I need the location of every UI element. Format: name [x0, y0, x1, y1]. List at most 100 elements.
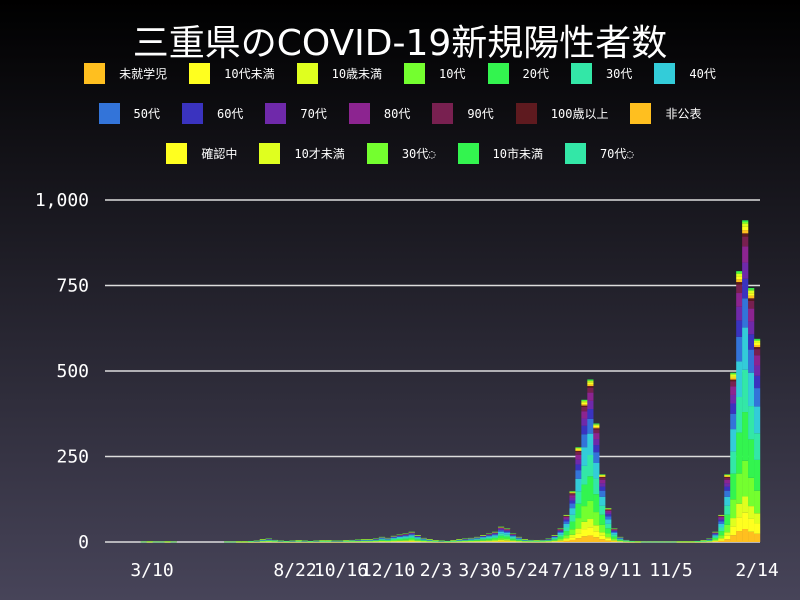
bar-segment — [569, 497, 576, 501]
bar-segment — [402, 537, 409, 539]
bar-segment — [730, 429, 737, 452]
legend-item: 10代 — [404, 63, 466, 84]
bar-segment — [748, 295, 755, 299]
bar-segment — [563, 540, 570, 542]
legend-label: 10代未満 — [224, 67, 275, 81]
bar-segment — [563, 531, 570, 536]
bar-segment — [593, 427, 600, 429]
bar-segment — [599, 483, 606, 487]
bar-segment — [587, 500, 594, 520]
bar-segment — [724, 479, 731, 484]
bar-segment — [503, 540, 511, 541]
bar-segment — [569, 492, 576, 494]
bar-segment — [492, 539, 499, 541]
bar-segment — [605, 519, 612, 524]
bar-segment — [724, 532, 731, 536]
legend-swatch — [457, 143, 479, 164]
bar-segment — [498, 531, 505, 534]
bar-segment — [581, 402, 588, 405]
bar-segment — [587, 387, 594, 393]
bar-segment — [462, 540, 469, 542]
bar-segment — [515, 539, 523, 540]
bar-segment — [557, 541, 564, 542]
bar-segment — [503, 532, 511, 535]
legend-item: 非公表 — [630, 103, 701, 124]
bar-segment — [593, 537, 600, 542]
bar-segment — [486, 539, 493, 541]
legend-label: 20代 — [522, 67, 549, 81]
bar-segment — [569, 503, 576, 509]
bar-segment — [503, 540, 511, 542]
bar-segment — [265, 540, 272, 542]
bar-segment — [730, 376, 737, 378]
bar-segment — [736, 432, 743, 474]
bar-segment — [480, 536, 487, 538]
bar-segment — [581, 484, 588, 507]
bar-segment — [724, 535, 731, 540]
bar-segment — [724, 490, 731, 497]
legend-label: 50代 — [133, 107, 160, 121]
bar-segment — [724, 474, 731, 476]
bar-segment — [712, 533, 719, 534]
bar-segment — [498, 528, 505, 530]
bar-segment — [593, 433, 600, 440]
bar-segment — [569, 537, 576, 540]
bar-segment — [575, 528, 582, 534]
bar-segment — [593, 462, 600, 479]
bar-segment — [492, 533, 499, 534]
bar-segment — [509, 535, 517, 536]
bar-segment — [754, 388, 761, 407]
bar-segment — [396, 538, 403, 541]
bar-segment — [587, 418, 594, 434]
bar-segment — [730, 372, 737, 374]
bar-segment — [718, 519, 725, 522]
bar-segment — [593, 425, 600, 428]
bar-segment — [563, 527, 570, 532]
bar-segment — [498, 529, 505, 531]
bar-segment — [384, 539, 392, 540]
bar-segment — [730, 413, 737, 430]
bar-segment — [581, 418, 588, 426]
bar-segment — [557, 540, 564, 542]
bar-segment — [736, 306, 743, 321]
bar-segment — [611, 530, 618, 532]
bar-segment — [712, 539, 719, 541]
bar-segment — [551, 538, 558, 540]
bar-segment — [748, 290, 755, 294]
bar-segment — [587, 535, 594, 542]
bar-segment — [617, 539, 624, 540]
bar-segment — [599, 477, 606, 480]
legend-swatch — [181, 103, 203, 124]
bar-segment — [724, 477, 731, 478]
bar-segment — [509, 537, 517, 539]
bar-segment — [736, 279, 743, 283]
bar-segment — [712, 540, 719, 542]
legend-swatch — [487, 63, 509, 84]
legend-swatch — [630, 103, 652, 124]
legend-item: 10代未満 — [189, 63, 275, 84]
bar-segment — [390, 537, 397, 538]
bar-segment — [748, 308, 755, 322]
legend-label: 80代 — [383, 107, 411, 121]
bar-segment — [605, 540, 612, 542]
bar-segment — [718, 516, 725, 518]
legend-label: 70代◌ — [599, 147, 634, 161]
bar-segment — [718, 521, 725, 524]
bar-segment — [605, 533, 612, 538]
bar-segment — [736, 273, 743, 277]
bar-segment — [724, 539, 731, 542]
bar-segment — [575, 491, 582, 504]
bar-segment — [587, 382, 594, 385]
bar-segment — [718, 523, 725, 528]
bar-segment — [575, 449, 582, 451]
x-tick-label: 9/11 — [598, 560, 641, 581]
bar-segment — [563, 519, 570, 522]
bar-segment — [569, 508, 576, 515]
bar-segment — [712, 535, 719, 537]
bar-segment — [736, 276, 743, 280]
bar-segment — [569, 495, 576, 498]
bar-segment — [480, 537, 487, 539]
bar-segment — [587, 527, 594, 536]
bar-segment — [396, 540, 403, 541]
bar-segment — [503, 530, 511, 531]
